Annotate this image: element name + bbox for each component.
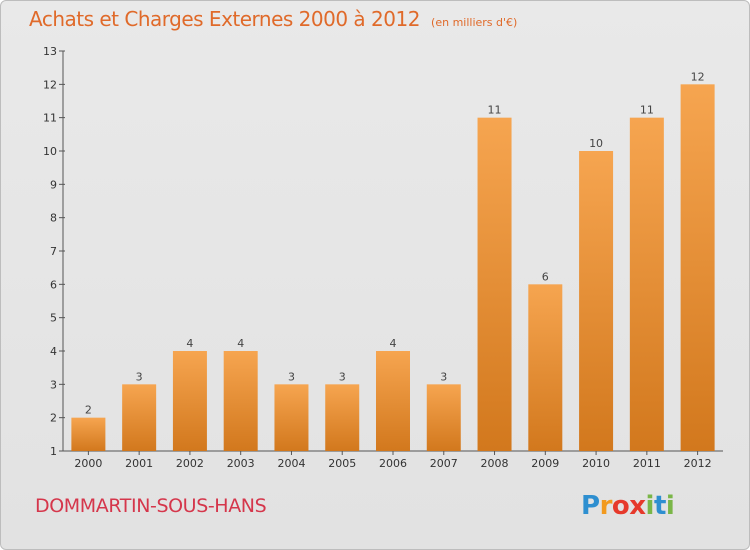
bar-value-label: 4 <box>237 337 244 350</box>
x-tick-label: 2004 <box>277 457 305 470</box>
y-tick-label: 2 <box>50 412 57 425</box>
bar <box>477 117 512 452</box>
bar <box>71 417 106 451</box>
bar-value-label: 3 <box>136 370 143 383</box>
y-tick-label: 10 <box>43 145 57 158</box>
logo-letter: P <box>581 491 600 521</box>
x-tick-label: 2006 <box>379 457 407 470</box>
bar-value-label: 6 <box>542 270 549 283</box>
bar-value-label: 11 <box>640 104 654 117</box>
x-tick-label: 2011 <box>633 457 661 470</box>
y-tick-label: 8 <box>50 212 57 225</box>
bar <box>172 351 207 451</box>
x-tick-label: 2010 <box>582 457 610 470</box>
x-tick-label: 2012 <box>684 457 712 470</box>
bar <box>274 384 309 451</box>
bar-value-label: 3 <box>339 370 346 383</box>
y-tick-label: 13 <box>43 45 57 58</box>
bar-value-label: 4 <box>390 337 397 350</box>
bar-value-label: 3 <box>440 370 447 383</box>
bar <box>122 384 157 451</box>
y-tick-label: 12 <box>43 78 57 91</box>
y-tick-label: 3 <box>50 378 57 391</box>
bar <box>579 151 614 451</box>
bar-value-label: 12 <box>691 70 705 83</box>
logo-letter: i <box>645 491 655 521</box>
x-tick-label: 2007 <box>430 457 458 470</box>
bar-value-label: 2 <box>85 404 92 417</box>
x-tick-label: 2005 <box>328 457 356 470</box>
bar <box>528 284 563 451</box>
bar-value-label: 4 <box>186 337 193 350</box>
logo-letter: i <box>665 491 675 521</box>
logo-letter: t <box>653 491 666 521</box>
chart-title: Achats et Charges Externes 2000 à 2012 <box>29 7 420 31</box>
proxiti-logo: Proxiti <box>581 491 675 521</box>
y-tick-label: 1 <box>50 445 57 458</box>
bar <box>629 117 664 452</box>
y-tick-label: 6 <box>50 278 57 291</box>
logo-letter: o <box>611 491 630 521</box>
y-tick-label: 9 <box>50 178 57 191</box>
commune-name: DOMMARTIN-SOUS-HANS <box>35 495 267 517</box>
y-tick-label: 11 <box>43 112 57 125</box>
bar <box>426 384 461 451</box>
chart-subtitle: (en milliers d'€) <box>431 16 518 29</box>
y-tick-label: 4 <box>50 345 57 358</box>
bar-value-label: 11 <box>488 104 502 117</box>
x-tick-label: 2000 <box>74 457 102 470</box>
bar <box>376 351 410 451</box>
x-tick-label: 2001 <box>125 457 153 470</box>
y-tick-label: 7 <box>50 245 57 258</box>
x-tick-label: 2008 <box>481 457 509 470</box>
x-tick-label: 2003 <box>227 457 255 470</box>
bar <box>223 351 258 451</box>
bar <box>680 84 715 451</box>
x-tick-label: 2002 <box>176 457 204 470</box>
y-tick-label: 5 <box>50 312 57 325</box>
bar-value-label: 3 <box>288 370 295 383</box>
chart-title-block: Achats et Charges Externes 2000 à 2012 (… <box>29 7 517 31</box>
logo-letter: r <box>599 491 613 521</box>
bar-value-label: 10 <box>589 137 603 150</box>
bar <box>325 384 360 451</box>
logo-letter: x <box>629 491 646 521</box>
x-tick-label: 2009 <box>531 457 559 470</box>
